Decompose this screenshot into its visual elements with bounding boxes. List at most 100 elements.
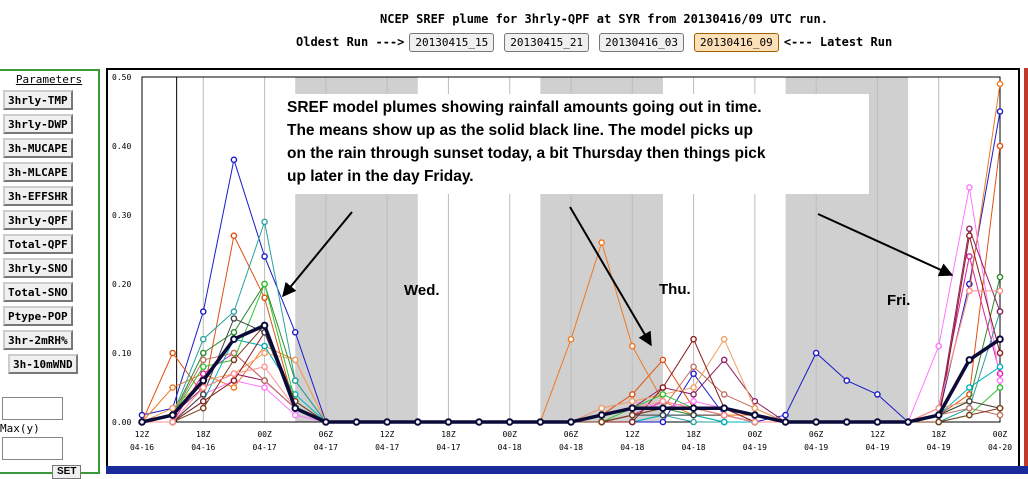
member-point xyxy=(199,397,207,405)
member-point xyxy=(659,411,667,419)
member-point xyxy=(199,356,207,364)
latest-run-label: <--- Latest Run xyxy=(783,35,893,49)
x-tick-hour: 12Z xyxy=(380,430,395,439)
member-point xyxy=(996,363,1004,371)
member-point xyxy=(230,328,238,336)
member-point xyxy=(628,411,636,419)
run-button-2[interactable]: 20130415_21 xyxy=(504,32,590,52)
member-point xyxy=(720,411,728,419)
x-tick-hour: 18Z xyxy=(441,430,456,439)
member-point xyxy=(996,287,1004,295)
mean-point xyxy=(812,418,820,426)
member-point xyxy=(812,349,820,357)
param-button-3h-effshr[interactable]: 3h-EFFSHR xyxy=(3,186,73,206)
member-point xyxy=(291,411,299,419)
oldest-run-label: Oldest Run ---> xyxy=(296,35,405,49)
member-point xyxy=(843,377,851,384)
member-point xyxy=(628,342,636,350)
x-tick-date: 04-18 xyxy=(559,443,583,452)
x-tick-date: 04-18 xyxy=(498,443,522,452)
member-point xyxy=(261,342,268,350)
param-button-3hr-2mrh[interactable]: 3hr-2mRH% xyxy=(3,330,73,350)
mean-point xyxy=(720,404,729,413)
param-button-3hrly-dwp[interactable]: 3hrly-DWP xyxy=(3,114,73,134)
member-point xyxy=(690,397,697,405)
member-point xyxy=(261,349,268,357)
member-point xyxy=(966,384,973,391)
member-point xyxy=(567,335,575,343)
x-tick-hour: 18Z xyxy=(931,430,946,439)
run-button-3[interactable]: 20130416_03 xyxy=(599,32,684,52)
mean-point xyxy=(904,418,912,426)
parameters-title: Parameters xyxy=(15,73,83,86)
member-point xyxy=(169,404,176,412)
param-button-ptype-pop[interactable]: Ptype-POP xyxy=(3,306,73,326)
param-button-3hrly-sno[interactable]: 3hrly-SNO xyxy=(3,258,73,278)
annotation-arrows xyxy=(282,206,954,347)
member-point xyxy=(598,239,605,246)
member-point xyxy=(628,397,636,405)
member-point xyxy=(659,356,667,364)
member-point xyxy=(230,384,238,391)
member-point xyxy=(261,377,268,384)
mean-point xyxy=(138,418,146,426)
y-tick-label: 0.00 xyxy=(112,418,131,427)
member-point xyxy=(199,370,207,378)
member-point xyxy=(261,280,268,288)
mean-point xyxy=(230,335,238,344)
min-y-input[interactable] xyxy=(2,397,63,420)
mean-point xyxy=(659,404,667,413)
member-point xyxy=(230,315,238,322)
param-button-3h-10mwnd[interactable]: 3h-10mWND xyxy=(8,354,78,374)
x-tick-date: 04-17 xyxy=(436,443,460,452)
mean-point xyxy=(842,418,851,426)
run-button-latest[interactable]: 20130416_09 xyxy=(693,32,779,52)
day-label-fri: Fri. xyxy=(887,292,911,309)
member-point xyxy=(782,411,789,419)
x-tick-date: 04-19 xyxy=(927,443,951,452)
member-point xyxy=(690,391,697,398)
member-point xyxy=(966,253,973,260)
annotation-arrow xyxy=(569,206,652,347)
param-button-3hrly-tmp[interactable]: 3hrly-TMP xyxy=(3,90,73,110)
param-button-total-qpf[interactable]: Total-QPF xyxy=(3,234,73,254)
mean-point xyxy=(567,418,575,426)
day-label-thu: Thu. xyxy=(659,281,691,298)
member-point xyxy=(690,384,697,391)
member-point xyxy=(935,342,943,350)
bottom-scrollbar[interactable] xyxy=(106,466,1028,474)
member-point xyxy=(874,391,881,398)
member-point xyxy=(720,418,728,426)
member-point xyxy=(996,308,1004,315)
member-point xyxy=(935,418,943,426)
run-button-1[interactable]: 20130415_15 xyxy=(409,32,495,52)
member-point xyxy=(966,287,973,295)
x-tick-hour: 12Z xyxy=(135,430,150,439)
mean-point xyxy=(751,411,759,419)
y-tick-label: 0.30 xyxy=(112,211,131,220)
member-point xyxy=(261,294,268,302)
param-button-3h-mucape[interactable]: 3h-MUCAPE xyxy=(3,138,73,158)
member-point xyxy=(966,184,973,191)
mean-point xyxy=(199,376,208,385)
param-button-total-sno[interactable]: Total-SNO xyxy=(3,282,73,302)
member-point xyxy=(966,225,973,233)
mean-point xyxy=(965,356,974,364)
mean-point xyxy=(934,411,943,419)
mean-point xyxy=(996,335,1004,344)
param-button-3hrly-qpf[interactable]: 3hrly-QPF xyxy=(3,210,73,230)
x-tick-date: 04-19 xyxy=(804,443,828,452)
param-button-3h-mlcape[interactable]: 3h-MLCAPE xyxy=(3,162,73,182)
member-point xyxy=(996,411,1004,419)
x-tick-hour: 00Z xyxy=(502,430,517,439)
member-point xyxy=(690,335,697,343)
member-point xyxy=(966,280,973,288)
member-point xyxy=(261,363,268,371)
member-point xyxy=(169,418,176,426)
x-tick-date: 04-19 xyxy=(743,443,767,452)
mean-point xyxy=(505,418,514,426)
member-point xyxy=(659,391,667,398)
mean-series xyxy=(138,321,1004,426)
annotation-line: up later in the day Friday. xyxy=(287,168,474,185)
max-y-input[interactable] xyxy=(2,437,63,460)
